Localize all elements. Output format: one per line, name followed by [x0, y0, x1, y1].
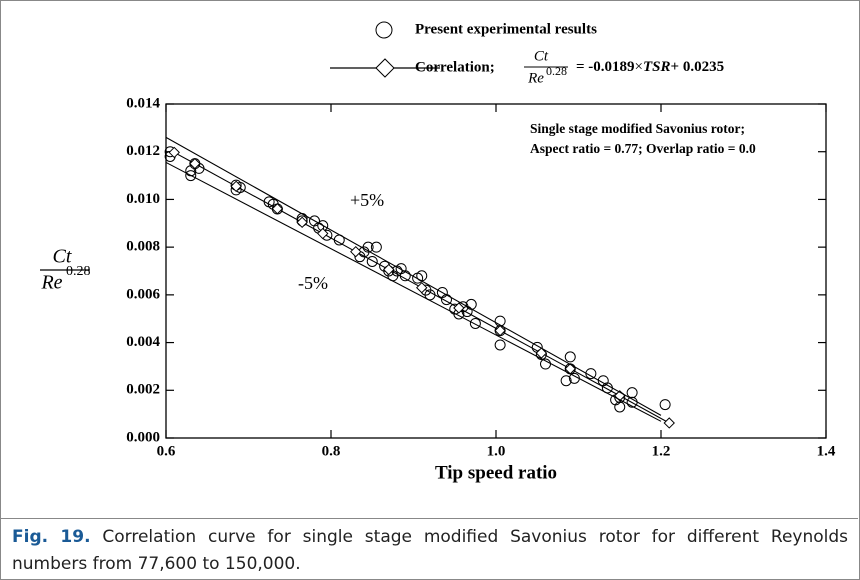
annotation-line: Aspect ratio = 0.77; Overlap ratio = 0.0	[530, 141, 756, 156]
y-tick-label: 0.010	[126, 191, 160, 207]
legend-formula-exponent: 0.28	[546, 64, 567, 78]
y-label-denominator: Re	[40, 272, 62, 294]
data-point	[494, 339, 506, 351]
annotation-line: Single stage modified Savonius rotor;	[530, 121, 745, 136]
formula-part: TSR	[643, 59, 671, 75]
y-label-numerator: Ct	[53, 246, 72, 268]
diamond-marker	[564, 363, 576, 375]
caption-separator	[0, 518, 858, 519]
legend-formula-denominator: Re	[527, 70, 544, 86]
y-tick-label: 0.014	[126, 95, 160, 111]
data-point	[370, 241, 382, 253]
x-tick-label: 1.2	[652, 443, 671, 459]
legend-formula-rhs: = -0.0189×TSR+ 0.0235	[576, 59, 724, 75]
data-point	[366, 255, 378, 267]
band-line	[165, 136, 662, 416]
data-point	[614, 401, 626, 413]
diamond-marker	[535, 347, 548, 359]
diamond-marker	[350, 245, 362, 258]
caption-text: Correlation curve for single stage modif…	[12, 527, 849, 574]
y-tick-label: 0.006	[126, 286, 160, 302]
diamond-marker	[663, 417, 675, 429]
diamond-marker	[494, 324, 506, 337]
data-point	[469, 317, 481, 329]
caption: Fig. 19. Correlation curve for single st…	[12, 524, 848, 578]
band-label: +5%	[350, 190, 384, 210]
band-label: -5%	[298, 273, 328, 293]
x-tick-label: 1.0	[487, 443, 506, 459]
y-tick-label: 0.004	[126, 334, 160, 350]
data-point	[560, 375, 572, 387]
diamond-marker	[296, 216, 308, 229]
diamond-marker	[383, 263, 395, 276]
legend-symbol	[375, 21, 393, 39]
chart: Tip speed ratio Ct Re 0.28 Single stage …	[40, 21, 836, 483]
data-point	[659, 399, 671, 411]
caption-label: Fig. 19.	[12, 527, 91, 547]
diamond-marker	[271, 203, 284, 215]
formula-part: + 0.0235	[671, 59, 725, 75]
diamond-marker	[168, 146, 180, 159]
x-axis-label: Tip speed ratio	[435, 462, 557, 483]
diamond-marker	[416, 281, 428, 294]
band-line	[165, 161, 662, 422]
legend-label: Present experimental results	[415, 21, 597, 37]
diamond-marker	[230, 180, 242, 193]
x-tick-label: 1.4	[817, 443, 836, 459]
y-tick-label: 0.002	[126, 382, 160, 398]
diamond-marker	[453, 302, 465, 314]
formula-part: ×	[635, 59, 643, 75]
y-tick-label: 0.000	[126, 429, 160, 445]
x-tick-label: 0.6	[157, 443, 176, 459]
data-point	[626, 387, 638, 399]
diamond-marker	[189, 157, 201, 170]
data-point	[362, 241, 374, 253]
formula-part: = -0.0189	[576, 59, 635, 75]
legend-label: Correlation;	[415, 59, 495, 75]
y-tick-label: 0.008	[126, 239, 160, 255]
data-point	[564, 351, 576, 363]
data-point	[185, 170, 197, 182]
legend-formula-numerator: Ct	[534, 48, 549, 64]
y-tick-label: 0.012	[126, 143, 160, 159]
diamond-marker	[317, 227, 329, 240]
y-label-exponent: 0.28	[66, 264, 91, 279]
x-tick-label: 0.8	[322, 443, 341, 459]
legend-symbol	[375, 58, 395, 78]
